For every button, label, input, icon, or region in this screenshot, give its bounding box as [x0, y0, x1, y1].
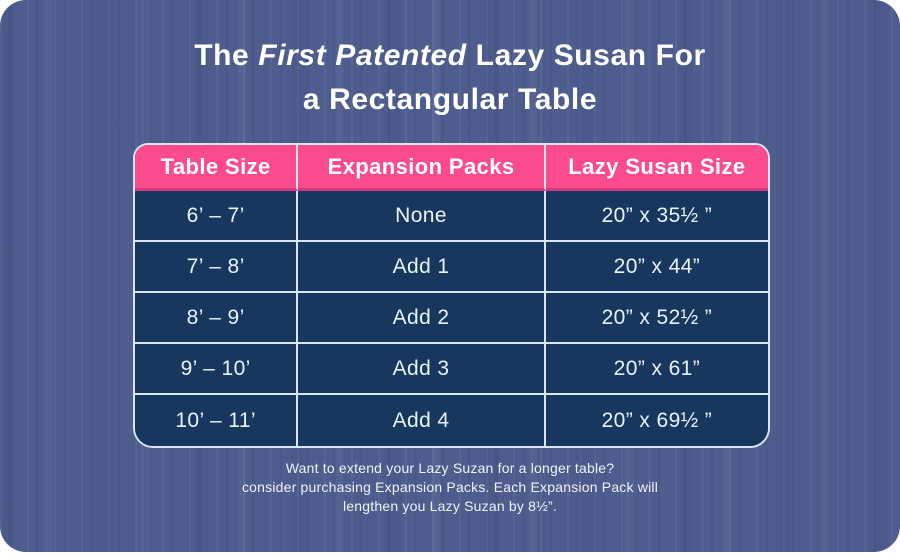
table-cell: 20” x 61”: [545, 344, 768, 395]
table-cell: 8’ – 9’: [135, 293, 299, 344]
column-header-table-size: Table Size: [135, 145, 299, 191]
table-cell: 10’ – 11’: [135, 395, 299, 446]
table-cell: Add 1: [298, 242, 546, 293]
table-cell: 20” x 35½ ”: [545, 191, 768, 242]
title-line-2: a Rectangular Table: [302, 83, 598, 116]
title-prefix: The: [194, 39, 250, 72]
title-suffix: Lazy Susan For: [475, 39, 706, 72]
table-cell: 7’ – 8’: [135, 242, 299, 293]
table-cell: 20” x 52½ ”: [545, 293, 768, 344]
footer-note: Want to extend your Lazy Suzan for a lon…: [0, 459, 900, 516]
table-cell: Add 3: [298, 344, 546, 395]
column-header-expansion-packs: Expansion Packs: [298, 145, 546, 191]
table-cell: Add 4: [298, 395, 546, 446]
table-cell: None: [298, 191, 546, 242]
table-cell: 20” x 69½ ”: [545, 395, 768, 446]
page-title: The First Patented Lazy Susan For a Rect…: [0, 34, 900, 122]
title-emphasis: First Patented: [258, 39, 467, 72]
table-cell: 6’ – 7’: [135, 191, 299, 242]
footer-line-1: Want to extend your Lazy Suzan for a lon…: [285, 460, 615, 476]
table-cell: 9’ – 10’: [135, 344, 299, 395]
table-cell: Add 2: [298, 293, 546, 344]
footer-line-2: consider purchasing Expansion Packs. Eac…: [241, 479, 659, 495]
footer-line-3: lengthen you Lazy Suzan by 8½”.: [342, 498, 557, 514]
title-line-1: The First Patented Lazy Susan For: [0, 34, 900, 78]
table-cell: 20” x 44”: [545, 242, 768, 293]
column-header-lazy-susan-size: Lazy Susan Size: [545, 145, 768, 191]
sizing-table: Table Size Expansion Packs Lazy Susan Si…: [133, 143, 770, 448]
